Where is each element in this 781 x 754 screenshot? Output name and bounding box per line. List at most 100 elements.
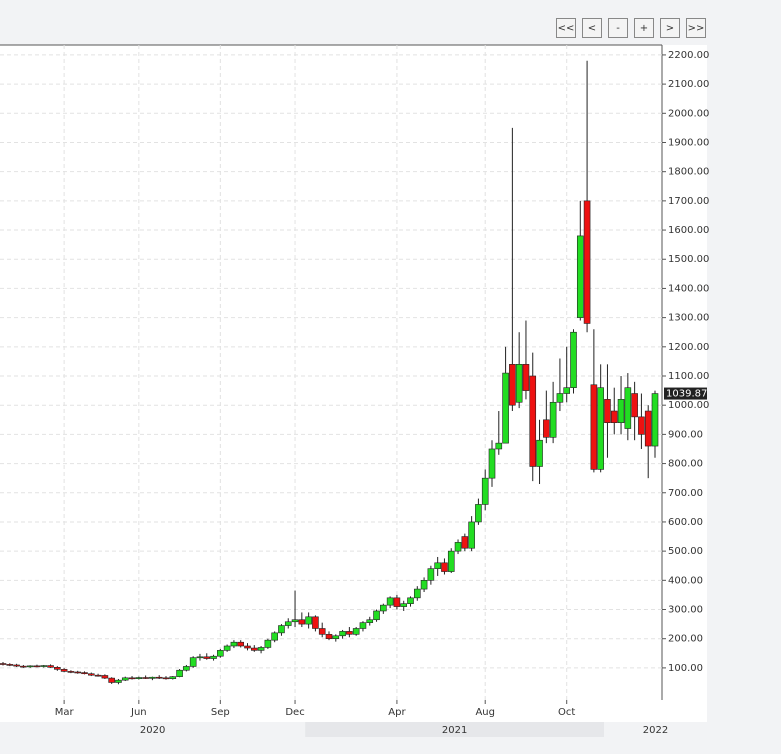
candle-body xyxy=(556,393,564,403)
candle-body xyxy=(332,635,340,640)
candle-body xyxy=(183,666,190,671)
last-price-label: 1039.87 xyxy=(666,389,707,400)
candle-body xyxy=(271,632,278,641)
year-label: 2020 xyxy=(140,725,165,736)
y-tick-label: 1100.00 xyxy=(668,371,709,382)
plot-area xyxy=(0,45,662,700)
y-tick-label: 900.00 xyxy=(668,429,703,440)
candle-body xyxy=(597,387,604,470)
y-tick-label: 1600.00 xyxy=(668,225,709,236)
candle-body xyxy=(325,634,333,640)
candle-body xyxy=(264,639,272,648)
candle-body xyxy=(20,665,27,668)
candle-body xyxy=(380,604,387,612)
y-tick-label: 1800.00 xyxy=(668,167,709,178)
candle-body xyxy=(284,621,292,626)
candle-body xyxy=(142,677,149,679)
candle-body xyxy=(318,628,326,635)
candle-body xyxy=(509,364,516,406)
candle-body xyxy=(244,645,251,649)
candle-body xyxy=(149,676,156,679)
candle-body xyxy=(135,677,143,679)
x-tick-label: Apr xyxy=(388,707,406,718)
candle-body xyxy=(352,628,360,635)
candle-body xyxy=(617,399,625,424)
year-band xyxy=(604,722,707,737)
candle-body xyxy=(74,671,82,674)
candle-body xyxy=(230,641,238,647)
x-tick-label: Aug xyxy=(475,707,495,718)
candle-body xyxy=(33,665,41,668)
candle-body xyxy=(128,677,136,680)
candle-body xyxy=(87,673,95,676)
candle-body xyxy=(386,597,394,606)
candle-body xyxy=(278,625,285,634)
candle-body xyxy=(26,665,34,668)
candle-body xyxy=(454,542,462,552)
candle-body xyxy=(94,674,102,677)
candle-body xyxy=(638,416,645,435)
candle-body xyxy=(176,669,183,677)
candle-body xyxy=(189,657,197,667)
y-tick-label: 600.00 xyxy=(668,517,703,528)
candle-body xyxy=(488,448,496,479)
nav-button[interactable]: >> xyxy=(686,18,706,38)
candle-body xyxy=(475,504,482,523)
candle-body xyxy=(101,675,109,679)
y-tick-label: 100.00 xyxy=(668,663,703,674)
candle-body xyxy=(413,588,421,599)
candle-body xyxy=(237,641,245,647)
y-tick-label: 700.00 xyxy=(668,488,703,499)
x-tick-label: Dec xyxy=(285,707,304,718)
y-tick-label: 800.00 xyxy=(668,459,703,470)
nav-button[interactable]: - xyxy=(608,18,628,38)
candle-body xyxy=(346,631,353,635)
candle-body xyxy=(590,384,598,470)
candle-body xyxy=(502,372,509,444)
candle-body xyxy=(155,676,163,679)
candle-body xyxy=(570,331,577,388)
candle-body xyxy=(604,399,611,424)
candle-body xyxy=(203,656,211,659)
candle-body xyxy=(543,419,550,438)
candle-body xyxy=(223,645,231,651)
y-tick-label: 1000.00 xyxy=(668,400,709,411)
nav-button[interactable]: < xyxy=(582,18,602,38)
candle-body xyxy=(196,656,204,659)
candle-body xyxy=(393,597,401,607)
grid xyxy=(0,45,662,700)
year-band xyxy=(0,722,306,737)
candle-body xyxy=(441,562,448,572)
y-tick-label: 200.00 xyxy=(668,634,703,645)
y-tick-label: 1700.00 xyxy=(668,196,709,207)
candle-body xyxy=(529,375,537,467)
candle-body xyxy=(563,387,571,394)
y-tick-label: 2100.00 xyxy=(668,79,709,90)
candle-body xyxy=(515,364,523,403)
candle-body xyxy=(257,647,265,651)
y-tick-label: 300.00 xyxy=(668,605,703,616)
candle-body xyxy=(13,664,20,667)
candle-body xyxy=(217,650,224,657)
candle-body xyxy=(169,676,177,679)
nav-button[interactable]: << xyxy=(556,18,576,38)
y-tick-label: 400.00 xyxy=(668,575,703,586)
candle-body xyxy=(339,631,346,637)
year-band xyxy=(305,722,605,737)
candle-body xyxy=(108,677,115,683)
time-axis-area xyxy=(0,700,707,722)
candle-body xyxy=(407,597,414,604)
candle-body xyxy=(624,387,632,429)
y-tick-label: 1900.00 xyxy=(668,137,709,148)
axis-area xyxy=(662,45,707,700)
candle-body xyxy=(210,655,217,659)
candle-body xyxy=(359,622,367,629)
nav-button[interactable]: + xyxy=(634,18,654,38)
candle-body xyxy=(162,677,170,680)
nav-button[interactable]: > xyxy=(660,18,680,38)
candle-body xyxy=(305,616,312,625)
candle-body xyxy=(583,200,591,324)
candle-body xyxy=(461,536,469,549)
y-tick-label: 1200.00 xyxy=(668,342,709,353)
